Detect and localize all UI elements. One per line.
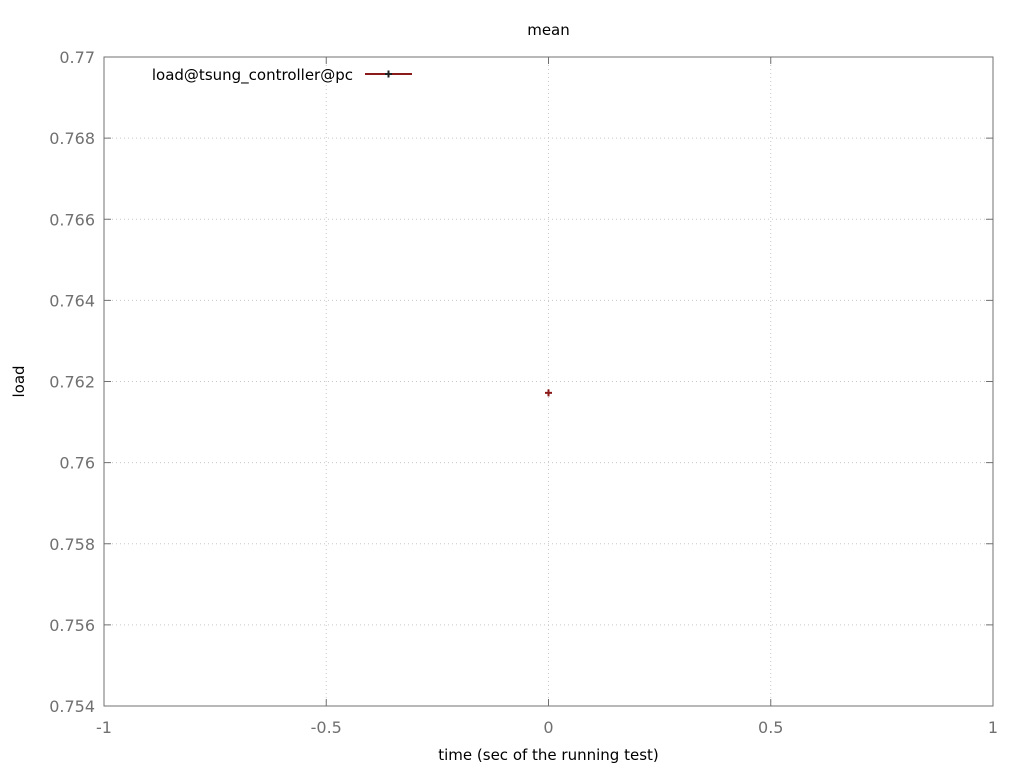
y-tick-label: 0.762 (49, 373, 95, 392)
grid-layer (104, 57, 993, 706)
x-axis-label: time (sec of the running test) (438, 746, 659, 764)
tick-layer: 0.754 0.756 0.758 0.76 0.762 0.764 0.766 0.768 0… (49, 48, 998, 737)
y-tick-label: 0.754 (49, 697, 95, 716)
chart-title: mean (527, 21, 570, 39)
y-tick-label: 0.756 (49, 616, 95, 635)
y-tick-label: 0.764 (49, 291, 95, 310)
x-tick-label: -1 (96, 718, 112, 737)
legend: load@tsung_controller@pc (152, 66, 412, 85)
y-tick-label: 0.76 (59, 454, 95, 473)
y-axis-label: load (10, 365, 28, 397)
x-tick-label: 1 (988, 718, 998, 737)
y-tick-label: 0.758 (49, 535, 95, 554)
data-point (545, 389, 552, 397)
x-tick-label: 0.5 (758, 718, 783, 737)
y-tick-label: 0.768 (49, 129, 95, 148)
x-tick-label: 0 (543, 718, 553, 737)
x-tick-label: -0.5 (311, 718, 342, 737)
data-layer (545, 389, 552, 397)
y-tick-label: 0.766 (49, 210, 95, 229)
legend-label: load@tsung_controller@pc (152, 66, 353, 85)
y-tick-label: 0.77 (59, 48, 95, 67)
